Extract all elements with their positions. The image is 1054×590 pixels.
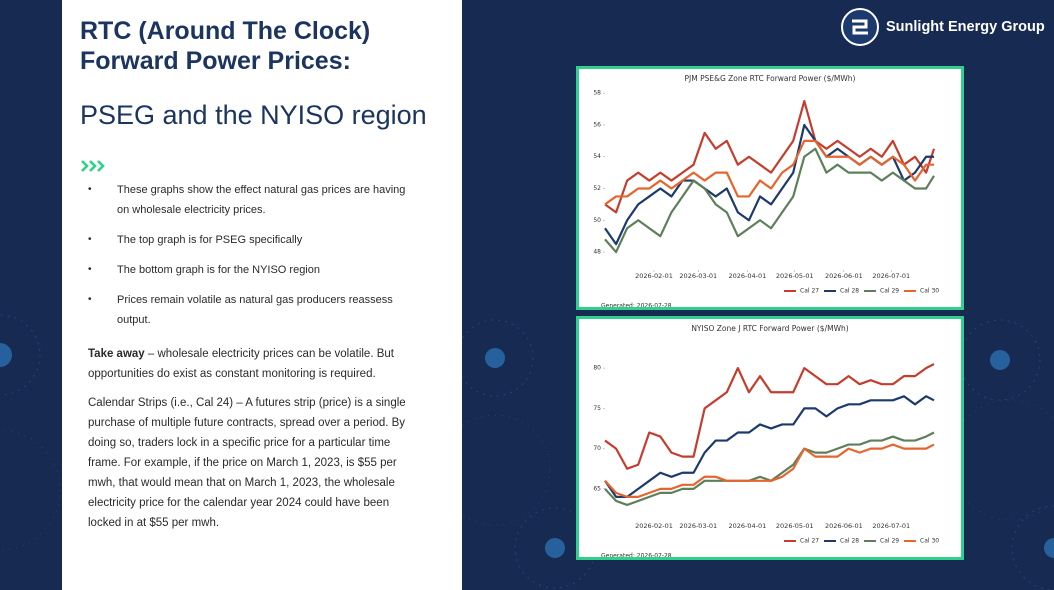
y-tick-label: 80: [593, 365, 601, 372]
logo-icon: [841, 8, 879, 46]
legend-label: Cal 27: [800, 538, 819, 545]
takeaway-text: – wholesale electricity prices can be vo…: [88, 348, 394, 380]
series-line: [604, 139, 934, 206]
y-tick-label: 65: [593, 485, 601, 492]
x-tick-label: 2026-02-01: [635, 272, 673, 280]
chart-title: PJM PSE&G Zone RTC Forward Power ($/MWh): [685, 74, 856, 83]
footnote: Generated: 2026-07-28: [601, 303, 672, 308]
chevron-icon: [81, 160, 105, 172]
bullet: The top graph is for PSEG specifically: [88, 230, 418, 250]
legend-label: Cal 28: [840, 288, 859, 295]
x-tick-label: 2026-05-01: [776, 522, 814, 530]
series-line: [604, 363, 935, 470]
bullet-list: These graphs show the effect natural gas…: [88, 180, 418, 340]
x-tick-label: 2026-02-01: [635, 522, 673, 530]
series-line: [604, 147, 935, 254]
y-tick-label: 56: [593, 121, 601, 128]
x-tick-label: 2026-05-01: [776, 272, 814, 280]
legend-label: Cal 29: [880, 538, 899, 545]
legend-label: Cal 30: [920, 538, 939, 545]
x-tick-label: 2026-06-01: [825, 522, 863, 530]
legend-label: Cal 27: [800, 288, 819, 295]
series-line: [604, 431, 935, 507]
bullet: These graphs show the effect natural gas…: [88, 180, 418, 220]
series-line: [604, 443, 935, 498]
logo-text: Sunlight Energy Group: [886, 19, 1045, 35]
x-tick-label: 2026-04-01: [728, 272, 766, 280]
chart: NYISO Zone J RTC Forward Power ($/MWh) Ge…: [593, 324, 939, 558]
y-tick-label: 52: [593, 185, 601, 192]
paragraph: Calendar Strips (i.e., Cal 24) – A futur…: [88, 397, 406, 529]
x-tick-label: 2026-03-01: [679, 522, 717, 530]
y-tick-label: 50: [593, 217, 601, 224]
chart-frame: NYISO Zone J RTC Forward Power ($/MWh) Ge…: [576, 316, 964, 560]
bullet: Prices remain volatile as natural gas pr…: [88, 290, 418, 330]
y-tick-label: 54: [593, 153, 601, 160]
y-tick-label: 70: [593, 445, 601, 452]
chart: PJM PSE&G Zone RTC Forward Power ($/MWh)…: [593, 74, 939, 308]
x-tick-label: 2026-07-01: [872, 272, 910, 280]
legend-label: Cal 28: [840, 538, 859, 545]
y-tick-label: 58: [593, 90, 601, 97]
x-tick-label: 2026-04-01: [728, 522, 766, 530]
chart-title: NYISO Zone J RTC Forward Power ($/MWh): [691, 324, 848, 333]
logo: Sunlight Energy Group: [840, 6, 1045, 48]
takeaway: Take away – wholesale electricity prices…: [88, 344, 406, 384]
x-tick-label: 2026-06-01: [825, 272, 863, 280]
legend-label: Cal 30: [920, 288, 939, 295]
y-tick-label: 48: [593, 249, 601, 256]
takeaway-label: Take away: [88, 348, 145, 360]
title-line: Forward Power Prices:: [80, 47, 351, 75]
title-line: RTC (Around The Clock): [80, 17, 371, 45]
bullet: The bottom graph is for the NYISO region: [88, 260, 418, 280]
chart-frame: PJM PSE&G Zone RTC Forward Power ($/MWh)…: [576, 66, 964, 310]
slide-title: RTC (Around The Clock) Forward Power Pri…: [80, 16, 370, 76]
series-line: [604, 100, 936, 214]
y-tick-label: 75: [593, 405, 601, 412]
slide-subtitle: PSEG and the NYISO region: [80, 100, 427, 130]
x-tick-label: 2026-07-01: [872, 522, 910, 530]
x-tick-label: 2026-03-01: [679, 272, 717, 280]
legend-label: Cal 29: [880, 288, 899, 295]
series-line: [604, 395, 935, 498]
text-panel: RTC (Around The Clock) Forward Power Pri…: [62, 0, 462, 590]
footnote: Generated: 2026-07-28: [601, 553, 672, 558]
